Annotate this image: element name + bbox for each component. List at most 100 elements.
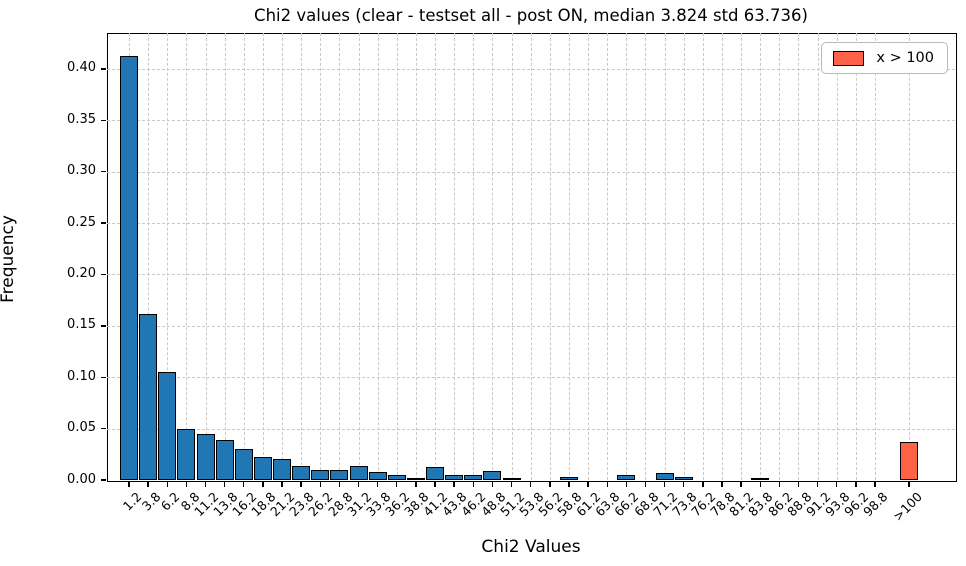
histogram-bar-11.2	[196, 434, 215, 480]
gridline-vertical	[224, 33, 226, 480]
gridline-vertical	[148, 33, 150, 480]
histogram-bar-33.8	[368, 472, 387, 480]
x-axis-tick-mark	[836, 481, 838, 487]
gridline-vertical	[798, 33, 800, 480]
x-axis-tick-mark	[185, 481, 188, 487]
histogram-bar-28.8	[330, 470, 349, 480]
gridline-vertical	[568, 33, 570, 480]
histogram-bar-18.8	[253, 457, 272, 480]
x-axis-tick-mark	[855, 481, 857, 487]
gridline-vertical	[683, 33, 685, 480]
y-axis-tick-mark	[101, 273, 106, 276]
legend: x > 100	[821, 42, 948, 74]
histogram-bar-1.2	[120, 56, 138, 480]
y-axis-tick-mark	[101, 479, 106, 481]
gridline-vertical	[301, 33, 303, 480]
x-axis-tick-mark	[204, 481, 207, 487]
x-axis-tick-mark	[816, 481, 819, 487]
x-tick-label: >100	[889, 489, 925, 524]
x-axis-tick-mark	[549, 481, 551, 487]
x-axis-label: Chi2 Values	[481, 537, 581, 557]
histogram-bar-51.2	[502, 478, 521, 480]
gridline-vertical	[760, 33, 762, 480]
histogram-bar-66.2	[617, 475, 636, 480]
x-axis-tick-mark	[625, 481, 628, 487]
gridline-vertical	[205, 33, 207, 480]
gridline-vertical	[909, 33, 910, 480]
gridline-vertical	[874, 33, 876, 480]
x-axis-tick-mark	[434, 481, 436, 487]
gridline-vertical	[645, 33, 647, 480]
gridline-vertical	[588, 33, 590, 480]
x-axis-tick-mark	[319, 481, 321, 487]
y-axis-tick-mark	[101, 427, 106, 430]
legend-swatch-highlight	[833, 50, 865, 66]
y-tick-label: 0.00	[67, 471, 96, 487]
x-axis-tick-mark	[510, 481, 513, 487]
x-axis-tick-mark	[415, 481, 417, 487]
gridline-vertical	[473, 33, 475, 480]
x-axis-tick-mark	[797, 481, 800, 487]
histogram-bar-46.2	[464, 475, 483, 480]
y-axis-tick-mark	[101, 325, 106, 327]
histogram-bar-71.2	[655, 473, 674, 480]
histogram-bar-38.8	[406, 478, 425, 480]
gridline-vertical	[415, 33, 417, 480]
gridline-vertical	[339, 33, 341, 480]
x-axis-tick-mark	[759, 481, 761, 487]
x-axis-tick-mark	[740, 481, 742, 487]
gridline-vertical	[702, 33, 704, 480]
histogram-bar-83.8	[751, 478, 770, 480]
y-tick-label: 0.40	[67, 60, 96, 76]
histogram-bar-13.8	[215, 440, 234, 480]
x-axis-tick-mark	[472, 481, 474, 487]
histogram-bar-8.8	[177, 429, 196, 480]
histogram-bar-73.8	[674, 477, 693, 480]
gridline-vertical	[721, 33, 723, 480]
gridline-vertical	[358, 33, 360, 480]
x-axis-tick-mark	[568, 481, 570, 487]
legend-label: x > 100	[876, 50, 934, 66]
x-axis-tick-mark	[357, 481, 360, 487]
histogram-bar-31.2	[349, 466, 368, 480]
histogram-bar-26.2	[311, 470, 330, 480]
x-axis-tick-mark	[778, 481, 781, 487]
gridline-vertical	[243, 33, 245, 480]
histogram-bar-41.2	[426, 467, 445, 480]
plot-area	[107, 33, 957, 482]
x-axis-tick-mark	[300, 481, 302, 487]
gridline-vertical	[377, 33, 379, 480]
gridline-vertical	[167, 33, 169, 480]
histogram-bar-6.2	[158, 372, 177, 480]
y-axis-tick-mark	[101, 68, 106, 70]
x-axis-tick-mark	[908, 481, 910, 487]
histogram-bar-58.8	[559, 477, 578, 480]
histogram-bar-3.8	[139, 314, 158, 480]
gridline-vertical	[282, 33, 284, 480]
x-axis-tick-mark	[223, 481, 226, 487]
x-axis-tick-mark	[453, 481, 455, 487]
x-axis-tick-mark	[128, 481, 130, 487]
x-axis-tick-mark	[166, 481, 168, 487]
gridline-vertical	[530, 33, 532, 480]
gridline-vertical	[435, 33, 437, 480]
x-axis-tick-mark	[281, 481, 283, 487]
y-tick-label: 0.25	[67, 214, 96, 230]
gridline-vertical	[492, 33, 494, 480]
x-axis-tick-mark	[587, 481, 589, 487]
x-axis-tick-mark	[702, 481, 704, 487]
histogram-bar-43.8	[445, 475, 464, 480]
histogram-bar-23.8	[292, 466, 311, 480]
y-axis-tick-mark	[101, 222, 106, 224]
y-axis-tick-mark	[101, 119, 106, 122]
histogram-bar-21.2	[273, 459, 292, 480]
x-axis-tick-mark	[491, 481, 494, 487]
gridline-vertical	[511, 33, 513, 480]
x-axis-tick-mark	[663, 481, 666, 487]
gridline-vertical	[186, 33, 188, 480]
x-axis-tick-mark	[338, 481, 341, 487]
y-tick-label: 0.30	[67, 163, 96, 179]
y-axis-tick-mark	[101, 171, 106, 173]
gridline-vertical	[836, 33, 838, 480]
